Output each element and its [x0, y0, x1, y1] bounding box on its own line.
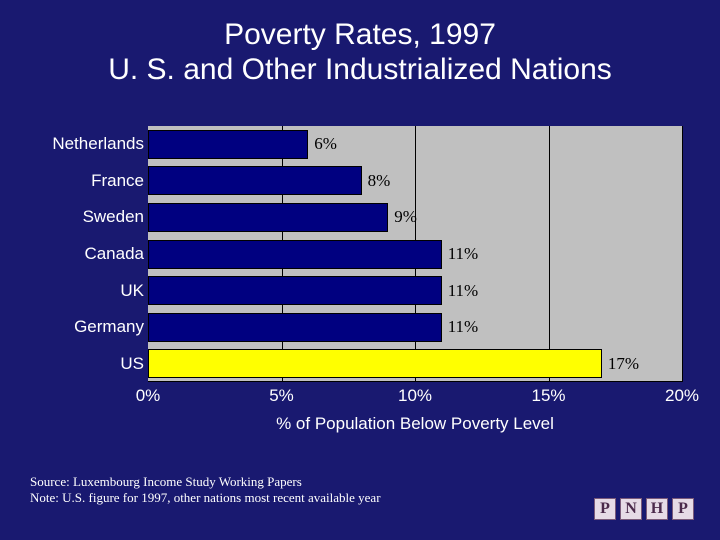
source-note: Source: Luxembourg Income Study Working … [30, 474, 381, 507]
title-line-2: U. S. and Other Industrialized Nations [0, 53, 720, 88]
logo-letter: P [594, 498, 616, 520]
category-label: UK [24, 281, 144, 301]
category-label: Canada [24, 244, 144, 264]
bar-value-label: 8% [368, 171, 391, 191]
bar [148, 166, 362, 195]
bar-row: 8% [148, 166, 682, 195]
pnhp-logo: PNHP [594, 498, 694, 520]
bar-value-label: 11% [448, 281, 479, 301]
logo-letter: H [646, 498, 668, 520]
bar-value-label: 6% [314, 134, 337, 154]
bar-row: 9% [148, 203, 682, 232]
x-tick-label: 20% [665, 386, 699, 406]
title-line-1: Poverty Rates, 1997 [0, 18, 720, 53]
bar [148, 240, 442, 269]
bar [148, 276, 442, 305]
bar-row: 11% [148, 276, 682, 305]
source-line-1: Source: Luxembourg Income Study Working … [30, 474, 381, 490]
x-tick-label: 5% [269, 386, 294, 406]
title: Poverty Rates, 1997 U. S. and Other Indu… [0, 18, 720, 87]
category-label: Germany [24, 317, 144, 337]
gridline [682, 126, 683, 382]
logo-letter: N [620, 498, 642, 520]
bar-row: 17% [148, 349, 682, 378]
bar [148, 130, 308, 159]
poverty-chart: 6%8%9%11%11%11%17% % of Population Below… [48, 118, 688, 428]
x-tick-label: 10% [398, 386, 432, 406]
bar-value-label: 17% [608, 354, 639, 374]
x-axis-title: % of Population Below Poverty Level [148, 414, 682, 434]
source-line-2: Note: U.S. figure for 1997, other nation… [30, 490, 381, 506]
bar [148, 313, 442, 342]
bar [148, 349, 602, 378]
bar-value-label: 11% [448, 244, 479, 264]
bar-row: 11% [148, 313, 682, 342]
bar-row: 11% [148, 240, 682, 269]
category-label: US [24, 354, 144, 374]
bar [148, 203, 388, 232]
slide: Poverty Rates, 1997 U. S. and Other Indu… [0, 0, 720, 540]
category-label: Netherlands [24, 134, 144, 154]
category-label: Sweden [24, 207, 144, 227]
bar-row: 6% [148, 130, 682, 159]
x-tick-label: 0% [136, 386, 161, 406]
bar-value-label: 11% [448, 317, 479, 337]
x-tick-label: 15% [531, 386, 565, 406]
logo-letter: P [672, 498, 694, 520]
plot-area: 6% 8%9% 11% 11% 11% 17% [148, 126, 682, 382]
category-label: France [24, 171, 144, 191]
bar-value-label: 9% [394, 207, 417, 227]
